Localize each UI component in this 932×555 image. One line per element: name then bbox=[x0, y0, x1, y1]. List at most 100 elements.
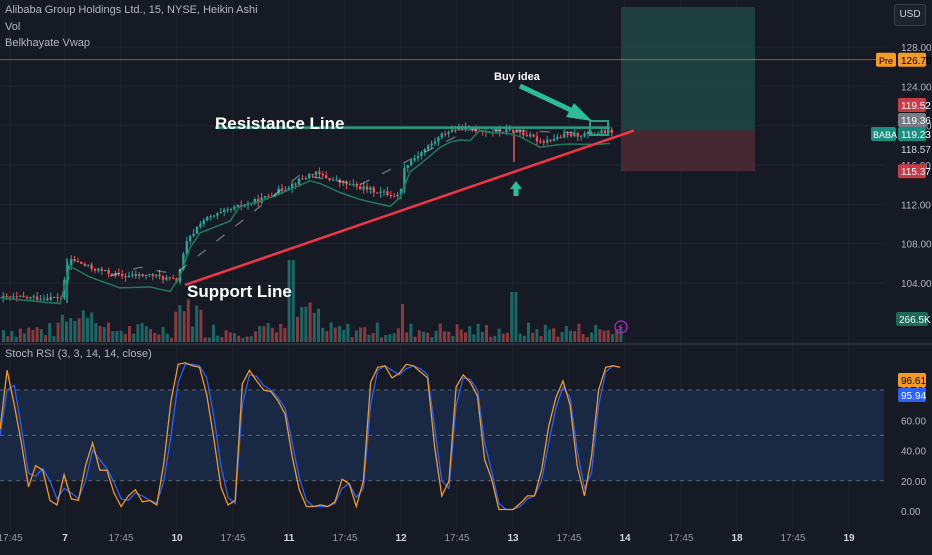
time-tick-label: 7 bbox=[62, 533, 68, 544]
candle-body bbox=[185, 241, 188, 254]
volume-bar bbox=[140, 323, 144, 342]
volume-bar bbox=[90, 312, 94, 342]
candle-body bbox=[522, 132, 525, 136]
candle-body bbox=[311, 174, 314, 176]
candle-body bbox=[314, 171, 318, 176]
volume-bar bbox=[262, 326, 266, 342]
volume-bar bbox=[228, 332, 232, 342]
position-stop-zone bbox=[621, 130, 755, 172]
volume-bar bbox=[73, 320, 77, 342]
volume-bar bbox=[548, 329, 551, 342]
volume-bar bbox=[455, 324, 459, 342]
candle-body bbox=[549, 139, 552, 141]
volume-bar bbox=[220, 337, 224, 342]
candle-body bbox=[22, 295, 25, 297]
volume-bar bbox=[573, 330, 577, 342]
volume-badge: 266.5K bbox=[899, 315, 931, 326]
volume-bar bbox=[342, 329, 346, 342]
candle-body bbox=[202, 220, 205, 224]
volume-bar bbox=[115, 330, 119, 342]
candle-body bbox=[39, 299, 42, 301]
main-legend[interactable]: Alibaba Group Holdings Ltd., 15, NYSE, H… bbox=[5, 4, 258, 16]
candle-body bbox=[243, 205, 246, 207]
volume-bar bbox=[136, 324, 140, 342]
candle-body bbox=[559, 136, 562, 138]
currency-button[interactable]: USD bbox=[894, 4, 926, 26]
ticker-tag: BABA bbox=[873, 130, 897, 140]
volume-bar bbox=[569, 330, 572, 342]
buy-idea-box[interactable] bbox=[589, 120, 609, 136]
last-price-badge-bg bbox=[898, 127, 926, 141]
volume-bar bbox=[304, 306, 308, 342]
candle-body bbox=[216, 213, 219, 216]
vwap-legend[interactable]: Belkhayate Vwap bbox=[5, 37, 90, 49]
event-icon[interactable]: ⚡ bbox=[614, 320, 628, 334]
volume-bar bbox=[560, 331, 564, 342]
volume-bar bbox=[186, 299, 190, 342]
candle-body bbox=[437, 137, 440, 142]
candle-body bbox=[515, 130, 518, 133]
candle-body bbox=[138, 274, 141, 277]
support-trend-line[interactable] bbox=[184, 129, 635, 287]
candle-body bbox=[529, 134, 532, 137]
candle-body bbox=[226, 209, 229, 211]
volume-bar bbox=[102, 327, 106, 342]
candle-body bbox=[410, 160, 413, 166]
volume-bar bbox=[212, 324, 215, 342]
volume-bar bbox=[522, 335, 526, 342]
stoch-d-badge: 95.94 bbox=[901, 391, 926, 402]
candle-body bbox=[389, 195, 392, 197]
candle-body bbox=[46, 298, 49, 301]
rsi-tick-label: 0.00 bbox=[901, 507, 921, 518]
candle-body bbox=[263, 196, 267, 198]
volume-bar bbox=[417, 330, 421, 342]
volume-bar bbox=[207, 337, 211, 342]
candle-body bbox=[97, 268, 100, 271]
candle-body bbox=[49, 296, 52, 301]
candle-body bbox=[331, 179, 335, 181]
candle-body bbox=[576, 132, 579, 137]
volume-bar bbox=[165, 333, 169, 342]
candle-body bbox=[382, 191, 386, 193]
candle-body bbox=[90, 264, 93, 269]
candle-body bbox=[134, 274, 137, 277]
candle-body bbox=[182, 253, 185, 270]
candle-body bbox=[287, 187, 290, 190]
volume-bar bbox=[233, 333, 236, 342]
stoch-rsi-legend[interactable]: Stoch RSI (3, 3, 14, 14, close) bbox=[5, 348, 152, 360]
buy-arrow-head bbox=[566, 103, 592, 121]
candle-body bbox=[15, 296, 18, 298]
high-price-badge-bg bbox=[898, 113, 926, 127]
candle-body bbox=[508, 129, 511, 131]
candle-body bbox=[141, 274, 144, 277]
candle-body bbox=[233, 206, 236, 209]
volume-bar bbox=[69, 318, 73, 342]
volume-bar bbox=[81, 310, 85, 342]
volume-bar bbox=[354, 330, 358, 342]
volume-bar bbox=[602, 330, 606, 342]
volume-legend[interactable]: Vol bbox=[5, 21, 21, 33]
volume-bar bbox=[464, 332, 467, 342]
volume-bar bbox=[308, 302, 312, 342]
support-label: Support Line bbox=[187, 282, 292, 301]
volume-bar bbox=[564, 325, 568, 342]
volume-bar bbox=[300, 307, 304, 342]
candle-body bbox=[420, 152, 423, 157]
candle-body bbox=[416, 156, 420, 159]
stoch-d-badge-bg bbox=[898, 388, 926, 402]
candle-body bbox=[501, 131, 505, 133]
volume-bar bbox=[493, 335, 497, 342]
time-tick-label: 18 bbox=[731, 533, 743, 544]
candle-body bbox=[56, 297, 59, 299]
volume-bar bbox=[39, 329, 43, 342]
candle-body bbox=[161, 276, 165, 280]
time-tick-label: 17:45 bbox=[556, 533, 581, 544]
time-tick-label: 19 bbox=[843, 533, 855, 544]
volume-bar bbox=[392, 333, 396, 342]
candle-body bbox=[87, 264, 90, 266]
candle-body bbox=[399, 188, 403, 195]
volume-bar bbox=[23, 333, 26, 342]
candle-body bbox=[430, 143, 433, 146]
